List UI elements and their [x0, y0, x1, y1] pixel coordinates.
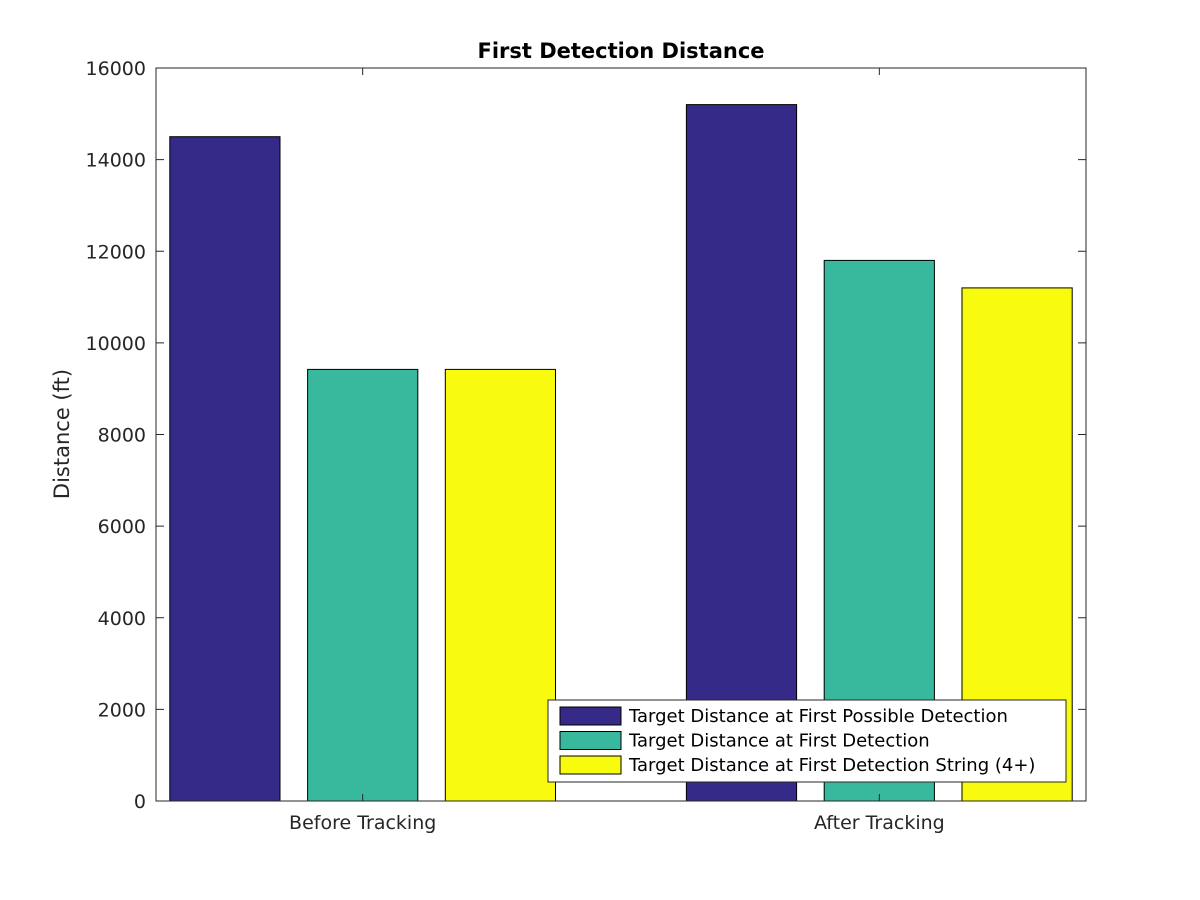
legend-swatch [559, 706, 622, 726]
y-tick-label: 8000 [98, 425, 146, 447]
plot-area [156, 68, 1086, 801]
ticks-layer: Before Tracking After Tracking 0 2000 4000 60… [86, 58, 1086, 834]
bar [307, 368, 419, 802]
y-axis-label: Distance (ft) [50, 369, 74, 499]
x-tick-label: After Tracking [814, 812, 945, 834]
bar [685, 104, 798, 802]
legend: Target Distance at First Possible Detect… [547, 699, 1067, 783]
chart-title: First Detection Distance [477, 39, 764, 63]
axes-frame [155, 67, 1087, 802]
y-tick-label: 6000 [98, 516, 146, 538]
y-tick-label: 16000 [86, 58, 146, 80]
legend-swatch [559, 731, 622, 750]
bar [444, 368, 556, 802]
y-tick-label: 10000 [86, 333, 146, 355]
y-tick-label: 14000 [86, 150, 146, 172]
legend-box [547, 699, 1067, 783]
y-tick-label: 2000 [98, 699, 146, 721]
legend-label: Target Distance at First Possible Detect… [628, 706, 1008, 727]
legend-swatch [559, 755, 622, 775]
legend-label: Target Distance at First Detection Strin… [628, 755, 1035, 776]
bars-layer [169, 104, 1073, 802]
x-tick-label: Before Tracking [289, 812, 436, 834]
y-tick-label: 12000 [86, 241, 146, 263]
bar [169, 136, 281, 802]
y-tick-label: 4000 [98, 608, 146, 630]
legend-label: Target Distance at First Detection [628, 731, 930, 752]
y-tick-label: 0 [134, 791, 146, 813]
